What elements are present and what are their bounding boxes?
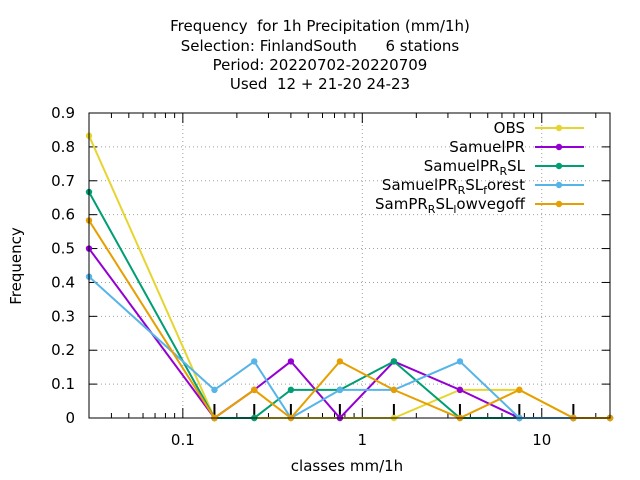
plot-frame [88, 112, 611, 419]
series-line [88, 135, 610, 419]
chart-title-line-3: Period: 20220702-20220709 [212, 56, 428, 74]
data-point [390, 386, 398, 394]
legend-text-part: SamuelPR [424, 157, 500, 175]
data-point [336, 386, 344, 394]
chart-title-line-2: Selection: FinlandSouth 6 stations [180, 37, 460, 55]
legend-swatch-point [555, 200, 563, 208]
y-tick-label: 0.2 [51, 341, 75, 359]
grid-lines [89, 113, 610, 418]
y-tick-label: 0.8 [51, 138, 75, 156]
legend-text-part: R [499, 165, 507, 178]
legend: OBSSamuelPRSamuelPRRSLSamuelPRRSLforestS… [375, 119, 584, 216]
series-line [88, 219, 610, 420]
legend-text-part: orest [487, 176, 525, 194]
legend-label: OBS [494, 119, 525, 137]
legend-text-part: SamuelPR [382, 176, 458, 194]
series-SamuelPR_RSL_forest [85, 273, 614, 422]
legend-text-part: SL [435, 195, 454, 213]
y-tick-label: 0.7 [51, 172, 75, 190]
legend-text-part: SL [507, 157, 526, 175]
legend-text-part: SamuelPR [449, 138, 525, 156]
data-point [390, 358, 398, 365]
legend-text-part: R [458, 184, 466, 197]
legend-swatch-point [555, 143, 563, 151]
y-tick-label: 0.3 [51, 307, 75, 325]
x-tick-label: 1 [358, 431, 368, 449]
x-tick-label: 0.1 [171, 431, 195, 449]
legend-label: SamPRRSLlowvegoff [375, 195, 526, 216]
legend-text-part: SL [465, 176, 484, 194]
legend-text-part: R [428, 203, 436, 216]
legend-swatch-point [555, 162, 563, 170]
data-point [211, 386, 218, 394]
chart-title-line-4: Used 12 + 21-20 24-23 [229, 75, 411, 93]
legend-text-part: SamPR [375, 195, 428, 213]
data-point [456, 358, 464, 365]
series-SamuelPR [85, 245, 614, 422]
data-series [85, 132, 614, 422]
y-tick-label: 0.6 [51, 206, 75, 224]
legend-text-part: f [483, 184, 488, 197]
legend-text-part: OBS [494, 119, 525, 137]
data-point [336, 358, 344, 365]
legend-text-part: l [453, 203, 456, 216]
y-tick-label: 0.5 [51, 240, 75, 258]
data-point [251, 358, 258, 365]
x-axis-label: classes mm/1h [291, 457, 403, 475]
y-tick-label: 0.1 [51, 375, 75, 393]
data-point [251, 386, 258, 394]
series-line [88, 191, 610, 419]
y-tick-label: 0.4 [51, 273, 75, 291]
legend-text-part: owvegoff [456, 195, 525, 213]
legend-label: SamuelPRRSL [424, 157, 526, 178]
legend-swatch-point [555, 181, 563, 189]
y-axis-label: Frequency [7, 227, 25, 305]
y-tick-label: 0.9 [51, 104, 75, 122]
data-point [456, 386, 464, 394]
x-tick-label: 10 [532, 431, 551, 449]
legend-label: SamuelPR [449, 138, 525, 156]
legend-label: SamuelPRRSLforest [382, 176, 525, 197]
data-point [516, 386, 523, 394]
legend-swatch-point [555, 124, 563, 132]
data-point [287, 358, 295, 365]
y-tick-label: 0 [65, 409, 75, 427]
series-OBS [85, 132, 614, 422]
data-point [287, 386, 295, 394]
chart-title-line-1: Frequency for 1h Precipitation (mm/1h) [170, 17, 470, 35]
